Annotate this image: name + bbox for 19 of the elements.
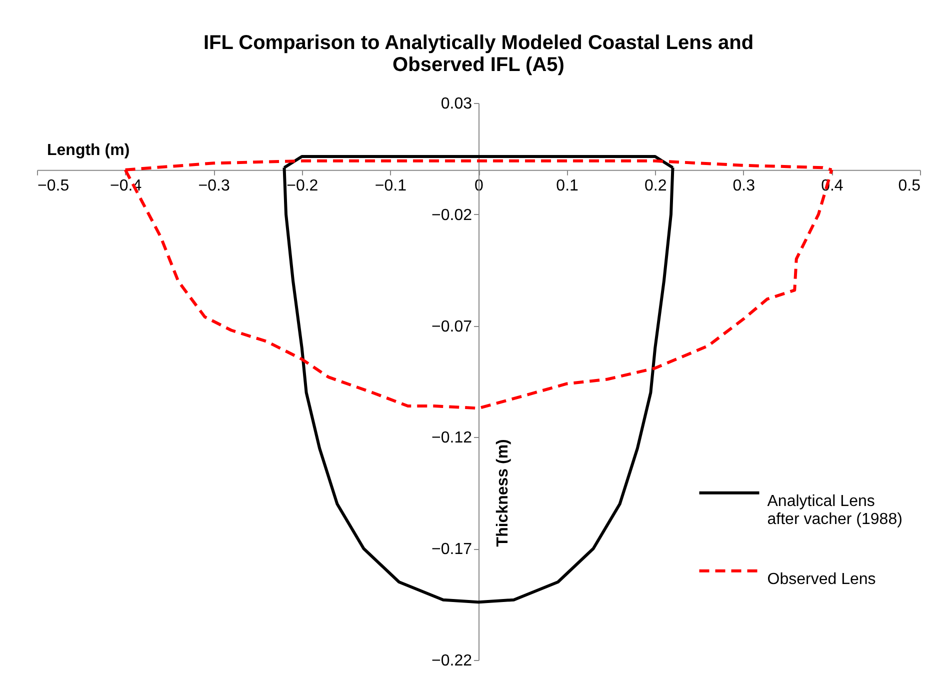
- y-tick-label: −0.07: [432, 318, 472, 336]
- y-axis-title: Thickness (m): [494, 439, 512, 547]
- y-tick-label: −0.12: [432, 430, 472, 447]
- y-tick-label: −0.02: [432, 206, 472, 224]
- x-tick-label: −0.5: [38, 177, 70, 194]
- x-axis-title: Length (m): [47, 142, 130, 159]
- chart-title: IFL Comparison to Analytically Modeled Coastal Lens and Observed IFL (A5): [203, 32, 754, 76]
- x-tick-label: −0.3: [198, 177, 230, 194]
- legend-label: Analytical Lens after vacher (1988): [767, 492, 902, 528]
- x-tick-label: −0.1: [374, 177, 407, 194]
- y-tick-label: 0.03: [440, 96, 472, 112]
- x-tick-label: 0.3: [732, 177, 756, 194]
- x-tick-label: 0.2: [644, 177, 667, 194]
- x-tick-label: 0.1: [556, 177, 579, 194]
- y-tick-label: −0.22: [432, 652, 472, 670]
- y-tick-label: −0.17: [432, 541, 472, 558]
- legend-label: Observed Lens: [767, 570, 876, 588]
- x-tick-label: 0.5: [898, 177, 921, 194]
- x-tick-label: −0.2: [286, 177, 318, 194]
